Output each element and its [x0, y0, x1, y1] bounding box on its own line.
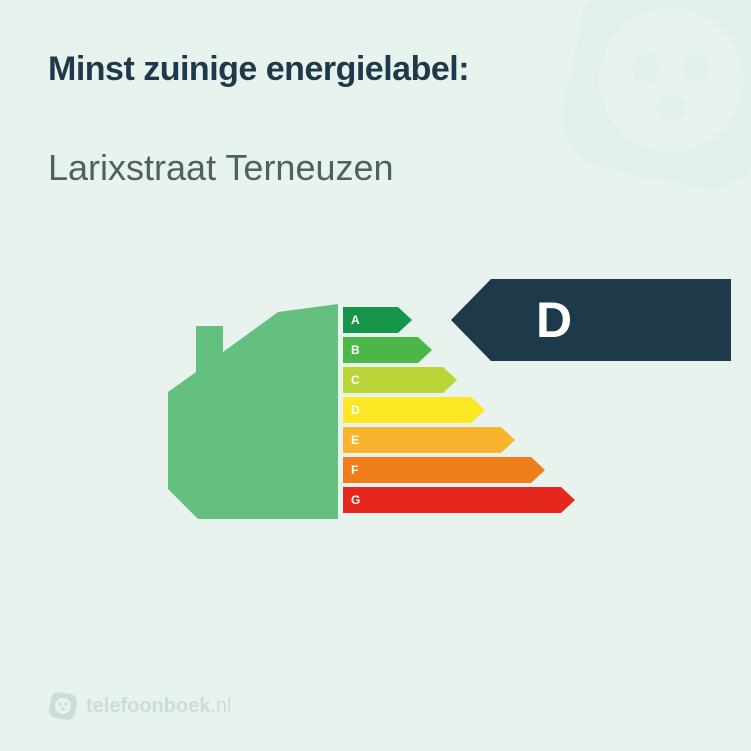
energy-bar-f: F [343, 457, 575, 487]
energy-label-card: Minst zuinige energielabel: Larixstraat … [0, 0, 751, 751]
rating-badge: D [451, 279, 731, 361]
watermark-shape-top [531, 0, 751, 220]
brand-name: telefoonboek [86, 695, 210, 717]
bar-label: F [351, 463, 358, 477]
energy-bar-d: D [343, 397, 575, 427]
bar-label: E [351, 433, 359, 447]
bar-label: A [351, 313, 360, 327]
brand-suffix: .nl [210, 695, 231, 717]
brand-text: telefoonboek.nl [86, 695, 232, 718]
bar-label: C [351, 373, 360, 387]
bar-label: B [351, 343, 360, 357]
house-icon [168, 304, 338, 519]
brand-watermark: telefoonboek.nl [48, 691, 232, 721]
energy-label-chart: A B C D E F G D [48, 279, 703, 539]
energy-bar-g: G [343, 487, 575, 517]
bar-label: G [351, 493, 360, 507]
bar-label: D [351, 403, 360, 417]
energy-bar-e: E [343, 427, 575, 457]
brand-icon [48, 691, 78, 721]
rating-letter: D [536, 291, 572, 349]
energy-bar-c: C [343, 367, 575, 397]
